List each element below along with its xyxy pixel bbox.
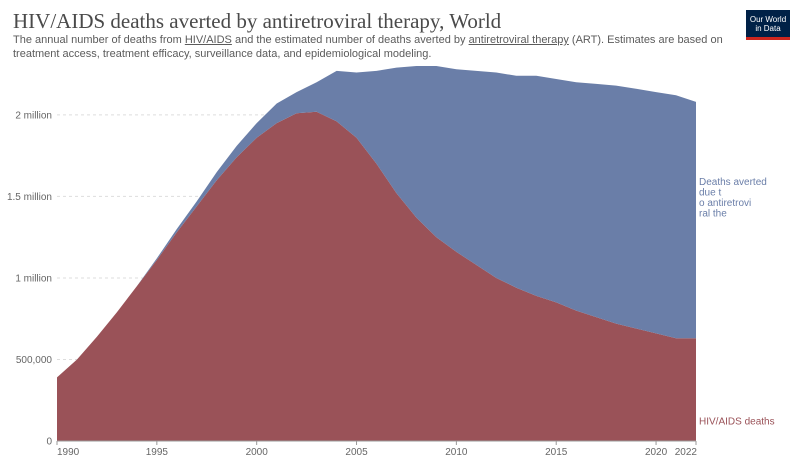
hiv-aids-link[interactable]: HIV/AIDS [184, 34, 232, 46]
subtitle-text: The annual number of deaths from [13, 34, 185, 46]
art-link[interactable]: antiretroviral therapy [468, 34, 569, 46]
y-axis: 0 500,000 1 million 1.5 million 2 million [7, 110, 52, 447]
x-tick-label: 1995 [146, 447, 169, 458]
subtitle-text: (ART). Estimates are based on treatment … [13, 34, 723, 60]
chart-title: HIV/AIDS deaths averted by antiretrovira… [13, 9, 502, 33]
logo-line-1: Our World [749, 14, 787, 24]
x-tick-label: 2022 [675, 447, 698, 458]
series-label-line: o antiretrovi [699, 198, 751, 209]
y-tick-label: 500,000 [16, 355, 53, 366]
x-axis: 1990 1995 2000 2005 2010 2015 2020 2022 [56, 440, 698, 458]
series-label-line: due t [699, 188, 721, 199]
series-label-hiv-deaths: HIV/AIDS deaths [699, 417, 775, 428]
x-tick-label: 2010 [445, 447, 468, 458]
owid-logo[interactable]: Our World in Data [746, 10, 790, 40]
hiv-deaths-area[interactable] [57, 111, 696, 441]
logo-line-2: in Data [755, 23, 781, 33]
y-tick-label: 0 [46, 437, 52, 448]
x-tick-label: 2000 [246, 447, 269, 458]
subtitle-text: and the estimated number of deaths avert… [231, 34, 469, 46]
x-tick-label: 1990 [57, 447, 80, 458]
area-series [57, 66, 696, 441]
deaths-averted-area[interactable] [57, 66, 696, 378]
x-tick-label: 2005 [345, 447, 368, 458]
series-label-line: Deaths averted [699, 177, 767, 188]
y-tick-label: 2 million [15, 110, 52, 121]
x-tick-label: 2020 [645, 447, 668, 458]
y-tick-label: 1 million [15, 273, 52, 284]
x-tick-label: 2015 [545, 447, 568, 458]
y-tick-label: 1.5 million [7, 192, 52, 203]
series-label-line: ral the [699, 209, 727, 220]
chart-subtitle: The annual number of deaths from HIV/AID… [13, 34, 733, 61]
